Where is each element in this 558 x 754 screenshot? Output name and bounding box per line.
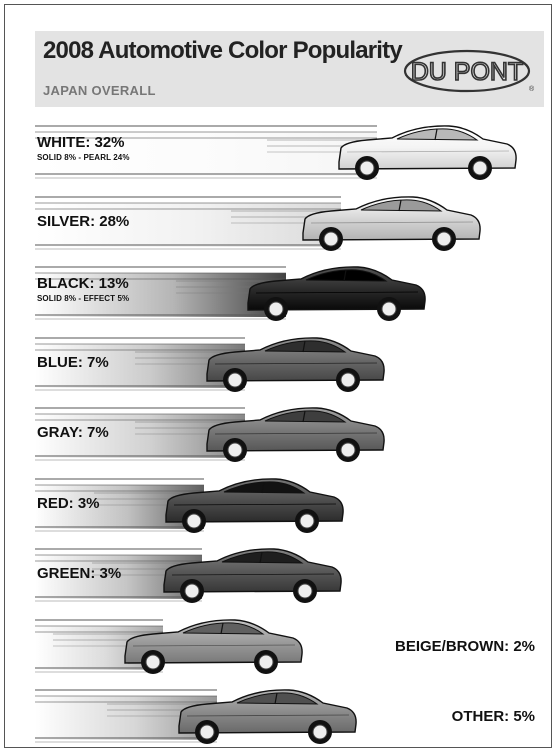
- category-value-label: RED: 3%: [37, 494, 100, 512]
- chart-subtitle: JAPAN OVERALL: [43, 83, 156, 98]
- bar-row-blue: BLUE: 7%: [35, 334, 545, 396]
- bar-row-beige-brown: BEIGE/BROWN: 2%: [35, 616, 545, 678]
- bar-label-beige-brown: BEIGE/BROWN: 2%: [395, 638, 535, 655]
- bar-row-white: WHITE: 32% SOLID 8% - PEARL 24%: [35, 122, 545, 184]
- bar-label-green: GREEN: 3%: [37, 565, 121, 582]
- bar-row-red: RED: 3%: [35, 475, 545, 537]
- bar-mark-white: [35, 125, 517, 180]
- category-value-label: SILVER: 28%: [37, 212, 130, 230]
- bar-mark-beige-brown: [35, 618, 303, 674]
- breakdown-label: SOLID 8% - EFFECT 5%: [37, 294, 130, 303]
- category-value-label: BLACK: 13%: [37, 275, 129, 292]
- bar-label-red: RED: 3%: [37, 495, 100, 512]
- bar-mark-green: [35, 548, 342, 603]
- category-value-label: GREEN: 3%: [37, 565, 122, 582]
- chart-frame: 2008 Automotive Color Popularity JAPAN O…: [4, 4, 552, 748]
- bar-mark-black: [35, 266, 426, 321]
- category-value-label: WHITE: 32%: [37, 134, 125, 151]
- bar-mark-red: [35, 477, 344, 533]
- category-value-label: BEIGE/BROWN: 2%: [394, 637, 535, 655]
- chart-header: 2008 Automotive Color Popularity JAPAN O…: [35, 31, 544, 107]
- category-value-label: GRAY: 7%: [37, 424, 109, 441]
- bar-label-silver: SILVER: 28%: [37, 213, 129, 230]
- bar-mark-blue: [35, 336, 385, 392]
- bar-row-silver: SILVER: 28%: [35, 193, 545, 255]
- category-value-label: BLUE: 7%: [37, 353, 109, 371]
- bar-mark-other: [35, 689, 357, 744]
- chart-title: 2008 Automotive Color Popularity: [43, 37, 403, 64]
- bar-row-black: BLACK: 13% SOLID 8% - EFFECT 5%: [35, 263, 545, 325]
- bar-row-other: OTHER: 5%: [35, 686, 545, 748]
- bar-row-green: GREEN: 3%: [35, 545, 545, 607]
- bar-mark-gray: [35, 407, 385, 462]
- dupont-logo: DU PONT ®: [403, 49, 535, 93]
- logo-text: DU PONT: [411, 58, 524, 86]
- breakdown-label: SOLID 8% - PEARL 24%: [37, 153, 130, 162]
- bar-label-black: BLACK: 13% SOLID 8% - EFFECT 5%: [37, 275, 129, 303]
- logo-registered-mark: ®: [529, 85, 535, 93]
- bar-label-blue: BLUE: 7%: [37, 354, 109, 371]
- category-value-label: OTHER: 5%: [451, 708, 535, 725]
- bar-mark-silver: [35, 195, 481, 251]
- bar-label-gray: GRAY: 7%: [37, 424, 109, 441]
- bar-label-other: OTHER: 5%: [452, 708, 535, 725]
- bar-row-gray: GRAY: 7%: [35, 404, 545, 466]
- bar-label-white: WHITE: 32% SOLID 8% - PEARL 24%: [37, 134, 130, 162]
